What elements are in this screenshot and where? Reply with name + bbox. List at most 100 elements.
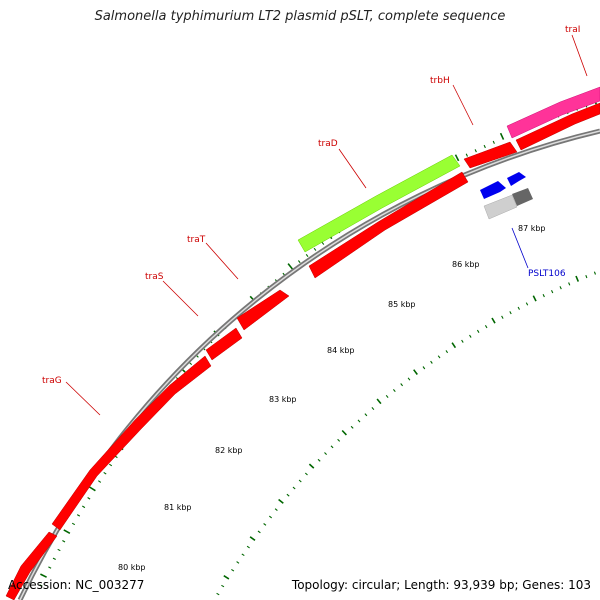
tick-mark [109,463,113,467]
tick-mark [454,154,460,162]
tick-mark [517,306,520,310]
tick-mark [52,557,56,560]
tick-mark [304,472,308,476]
tick-mark [392,389,396,393]
gray-feature-dark [512,188,533,206]
tick-label-82kbp: 82 kbp [215,446,243,455]
gene-label-trai: traI [565,25,580,35]
leader-trad [338,148,367,189]
tick-mark [223,575,230,580]
leader-trai [571,34,588,77]
gene-label-trat: traT [187,235,206,245]
tick-mark [246,545,250,549]
cds-segment-trag [51,355,212,531]
tick-mark [278,498,284,504]
tick-mark [357,419,361,423]
tick-mark [263,523,267,526]
tick-mark [385,394,389,398]
gene-label-pslt106: PSLT106 [528,269,566,279]
tick-mark [321,241,325,245]
tick-mark [474,149,477,153]
leader-tras [162,280,199,317]
cds-segment-trbh [463,141,518,169]
tick-label-84kbp: 84 kbp [327,346,355,355]
tick-mark [407,377,411,381]
gray-feature-light [483,194,518,220]
tick-mark [39,584,43,587]
map-title: Salmonella typhimurium LT2 plasmid pSLT,… [94,9,506,24]
tick-mark [551,290,554,294]
leader-trbh [452,84,474,126]
tick-mark [476,329,480,333]
tick-mark [350,425,354,429]
tick-mark [532,295,537,302]
tick-mark [469,334,472,338]
tick-label-81kbp: 81 kbp [164,503,192,512]
tick-mark [257,530,261,534]
leader-trat [205,242,239,280]
tick-mark [364,413,368,417]
tick-mark [241,553,245,557]
tick-mark [82,505,86,509]
orf-arrow-pslt106 [480,181,506,199]
tick-mark [324,452,327,455]
tick-mark [400,383,404,387]
tick-mark [76,514,81,517]
trai-feature-bar [506,86,600,139]
inner-tick-ring [216,271,597,596]
tick-mark [216,592,220,596]
tick-mark [71,522,76,526]
orf-arrow-small [507,172,526,186]
tick-mark [491,317,496,324]
gene-label-tras: traS [145,272,164,282]
cds-segment-trad [308,171,469,279]
tick-mark [268,515,273,519]
tick-mark [542,294,545,298]
sequence-summary-text: Topology: circular; Length: 93,939 bp; G… [291,578,591,592]
tick-mark [57,548,61,552]
tick-mark [437,355,441,359]
tick-mark [274,508,278,512]
tick-mark [40,573,47,578]
tick-mark [430,360,433,364]
tick-mark [87,497,91,500]
gene-label-leaders [65,34,588,416]
tick-mark [593,271,597,275]
outer-tick-ring [39,97,597,587]
cds-segment-trat [236,289,290,331]
leader-pslt106 [511,227,529,269]
tick-mark [337,438,341,442]
tick-mark [371,407,375,411]
tick-mark [313,247,317,251]
tick-mark [189,362,193,366]
tick-mark [483,144,486,149]
cds-segment-trai-lower [515,102,600,151]
tick-mark [221,584,225,588]
tick-mark [484,325,488,329]
tick-mark [286,493,290,497]
tick-mark [451,342,457,349]
tick-mark [525,302,529,306]
tick-mark [559,286,562,290]
trad-feature-bar [297,154,461,253]
leader-trag [65,381,101,416]
tick-mark [48,566,52,569]
tick-mark [330,445,334,449]
tick-mark [298,479,302,483]
tick-mark [585,274,588,279]
tick-label-80kbp: 80 kbp [118,563,146,572]
tick-mark [308,463,315,469]
tick-mark [236,561,240,564]
tick-mark [317,458,321,462]
tick-mark [231,568,235,572]
tick-mark [249,536,256,541]
tick-label-87kbp: 87 kbp [518,224,546,233]
tick-mark [97,480,102,483]
tick-mark [492,140,495,144]
tick-mark [499,132,505,140]
tick-mark [287,263,294,270]
tick-mark [445,350,449,354]
tick-mark [568,282,571,286]
tick-mark [376,398,382,405]
